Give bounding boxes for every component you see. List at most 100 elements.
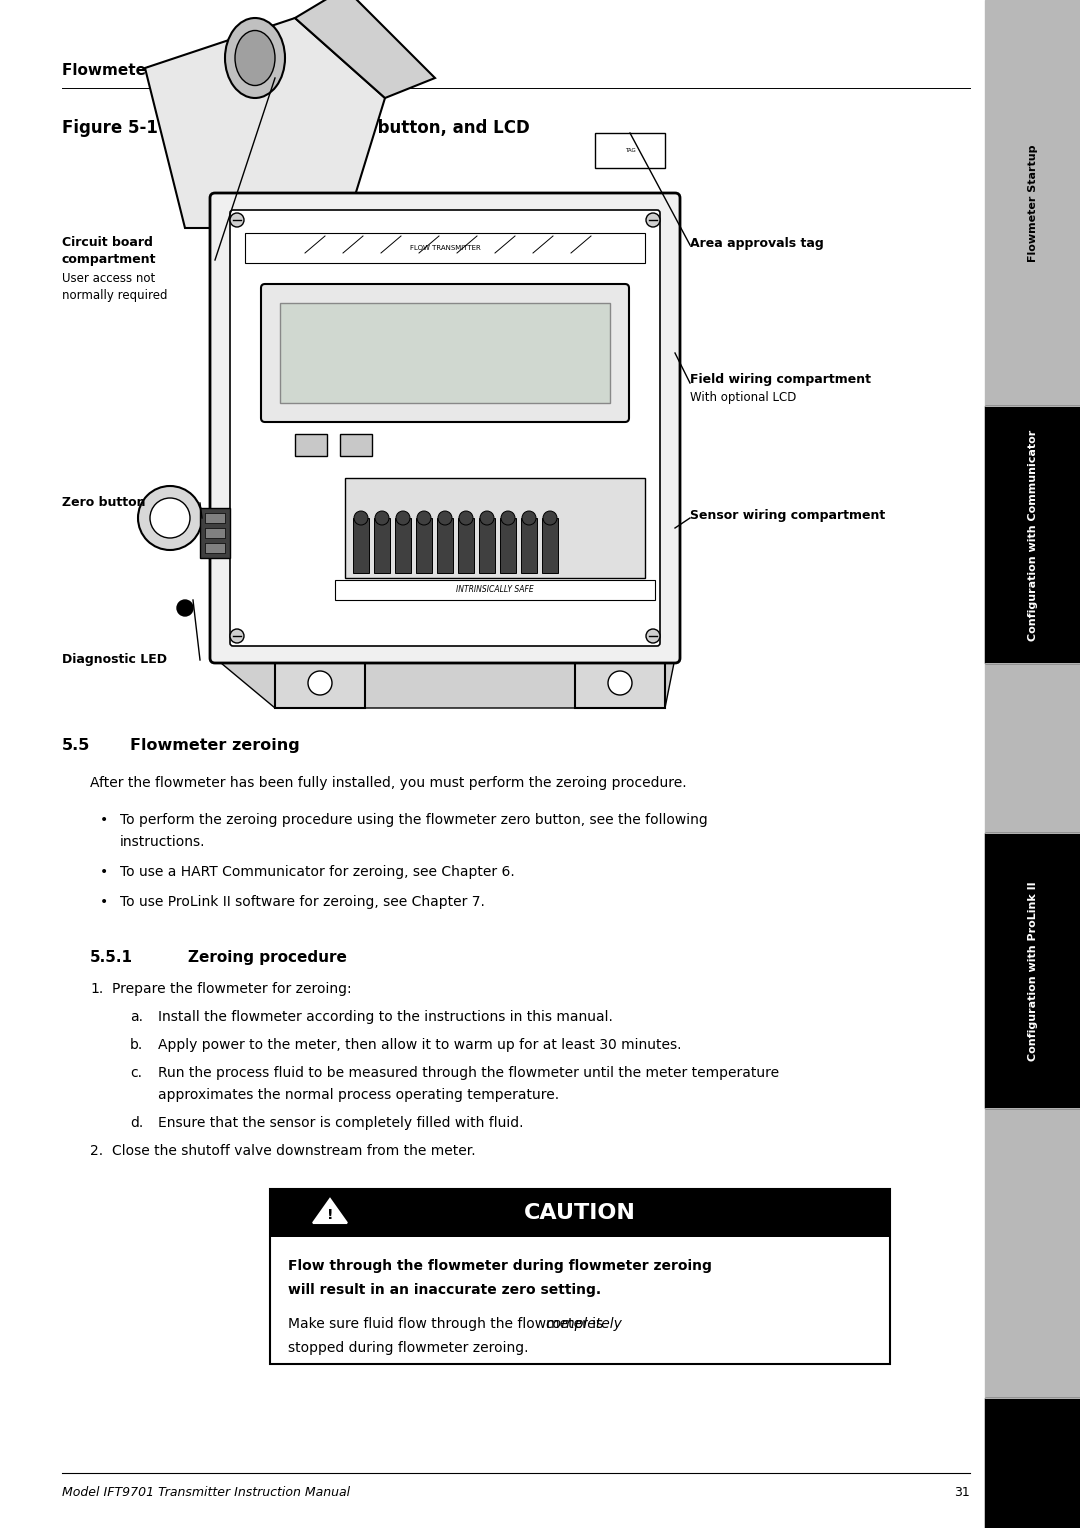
Text: continued: continued (205, 63, 286, 78)
Text: Flow through the flowmeter during flowmeter zeroing: Flow through the flowmeter during flowme… (288, 1259, 712, 1273)
Text: Zero button: Zero button (62, 497, 146, 509)
Text: TAG: TAG (624, 148, 635, 153)
Bar (335, 581, 654, 601)
Text: Location of LED, zero button, and LCD: Location of LED, zero button, and LCD (150, 119, 530, 138)
Text: Run the process fluid to be measured through the flowmeter until the meter tempe: Run the process fluid to be measured thr… (158, 1067, 779, 1080)
Circle shape (646, 630, 660, 643)
Bar (985, 0, 1080, 1528)
Bar (985, 406, 1080, 663)
Text: Flowmeter Startup: Flowmeter Startup (1027, 144, 1038, 261)
Bar (270, 1189, 890, 1238)
Ellipse shape (225, 18, 285, 98)
Text: b.: b. (130, 1038, 144, 1051)
Text: approximates the normal process operating temperature.: approximates the normal process operatin… (158, 1088, 559, 1102)
Text: Troubleshooting: Troubleshooting (1027, 1412, 1038, 1514)
Bar (437, 518, 453, 573)
Text: Model IFT9701 Transmitter Instruction Manual: Model IFT9701 Transmitter Instruction Ma… (62, 1487, 350, 1499)
Bar (200, 507, 230, 558)
Text: INTRINSICALLY SAFE: INTRINSICALLY SAFE (456, 585, 534, 594)
Bar (275, 659, 365, 707)
FancyBboxPatch shape (210, 193, 680, 663)
Text: To use ProLink II software for zeroing, see Chapter 7.: To use ProLink II software for zeroing, … (120, 895, 485, 909)
Bar (985, 833, 1080, 1108)
Bar (595, 133, 665, 168)
Text: Diagnostic LED: Diagnostic LED (62, 654, 167, 666)
Bar (395, 518, 411, 573)
Text: •: • (100, 813, 108, 827)
Text: Flowmeter zeroing: Flowmeter zeroing (130, 738, 300, 753)
Text: Sensor wiring compartment: Sensor wiring compartment (690, 509, 886, 523)
Text: After the flowmeter has been fully installed, you must perform the zeroing proce: After the flowmeter has been fully insta… (90, 776, 687, 790)
Circle shape (138, 486, 202, 550)
Bar (521, 518, 537, 573)
Bar (985, 1398, 1080, 1528)
Text: Make sure fluid flow through the flowmeter is: Make sure fluid flow through the flowmet… (288, 1317, 608, 1331)
Text: 2.: 2. (90, 1144, 103, 1158)
Circle shape (354, 510, 368, 526)
Bar (295, 434, 327, 455)
Circle shape (459, 510, 473, 526)
Text: FLOW TRANSMITTER: FLOW TRANSMITTER (409, 244, 481, 251)
Bar (416, 518, 432, 573)
Text: c.: c. (130, 1067, 141, 1080)
Text: To perform the zeroing procedure using the flowmeter zero button, see the follow: To perform the zeroing procedure using t… (120, 813, 707, 827)
Text: User access not: User access not (62, 272, 156, 284)
Circle shape (646, 212, 660, 228)
Text: Ensure that the sensor is completely filled with fluid.: Ensure that the sensor is completely fil… (158, 1115, 524, 1131)
Text: instructions.: instructions. (120, 834, 205, 850)
Text: d.: d. (130, 1115, 144, 1131)
Polygon shape (145, 18, 384, 228)
Text: will result in an inaccurate zero setting.: will result in an inaccurate zero settin… (288, 1284, 602, 1297)
Circle shape (438, 510, 453, 526)
Text: Close the shutoff valve downstream from the meter.: Close the shutoff valve downstream from … (112, 1144, 475, 1158)
Circle shape (543, 510, 557, 526)
Text: CAUTION: CAUTION (524, 1203, 636, 1222)
Bar (205, 513, 225, 523)
Text: normally required: normally required (62, 289, 167, 301)
Circle shape (308, 671, 332, 695)
Text: Configuration with ProLink II: Configuration with ProLink II (1027, 882, 1038, 1060)
Text: 5.5: 5.5 (62, 738, 91, 753)
Circle shape (375, 510, 389, 526)
Circle shape (501, 510, 515, 526)
Bar (270, 1189, 890, 1365)
Bar (245, 232, 645, 263)
Bar (205, 542, 225, 553)
Text: 1.: 1. (90, 983, 104, 996)
FancyBboxPatch shape (261, 284, 629, 422)
Text: 5.5.1: 5.5.1 (90, 950, 133, 966)
Text: Configuration with Communicator: Configuration with Communicator (1027, 429, 1038, 640)
Polygon shape (295, 0, 435, 98)
Polygon shape (313, 1199, 347, 1222)
Polygon shape (215, 659, 675, 707)
Circle shape (150, 498, 190, 538)
Text: !: ! (327, 1209, 334, 1222)
Text: Circuit board: Circuit board (62, 237, 153, 249)
Bar (340, 434, 372, 455)
Circle shape (230, 212, 244, 228)
Circle shape (417, 510, 431, 526)
Text: completely: completely (545, 1317, 622, 1331)
Bar (575, 659, 665, 707)
Text: 31: 31 (955, 1487, 970, 1499)
Bar (353, 518, 369, 573)
FancyBboxPatch shape (230, 209, 660, 646)
Bar (458, 518, 474, 573)
Text: Apply power to the meter, then allow it to warm up for at least 30 minutes.: Apply power to the meter, then allow it … (158, 1038, 681, 1051)
Text: •: • (100, 895, 108, 909)
Text: Install the flowmeter according to the instructions in this manual.: Install the flowmeter according to the i… (158, 1010, 612, 1024)
Text: a.: a. (130, 1010, 143, 1024)
Circle shape (608, 671, 632, 695)
Text: Flowmeter Startup: Flowmeter Startup (62, 63, 225, 78)
Circle shape (230, 630, 244, 643)
Circle shape (522, 510, 536, 526)
Text: compartment: compartment (62, 254, 157, 266)
Text: •: • (100, 865, 108, 879)
Ellipse shape (235, 31, 275, 86)
Text: Area approvals tag: Area approvals tag (690, 237, 824, 249)
Circle shape (396, 510, 410, 526)
Text: Figure 5-1: Figure 5-1 (62, 119, 158, 138)
Circle shape (177, 601, 193, 616)
Text: stopped during flowmeter zeroing.: stopped during flowmeter zeroing. (288, 1342, 528, 1355)
Bar (480, 518, 495, 573)
